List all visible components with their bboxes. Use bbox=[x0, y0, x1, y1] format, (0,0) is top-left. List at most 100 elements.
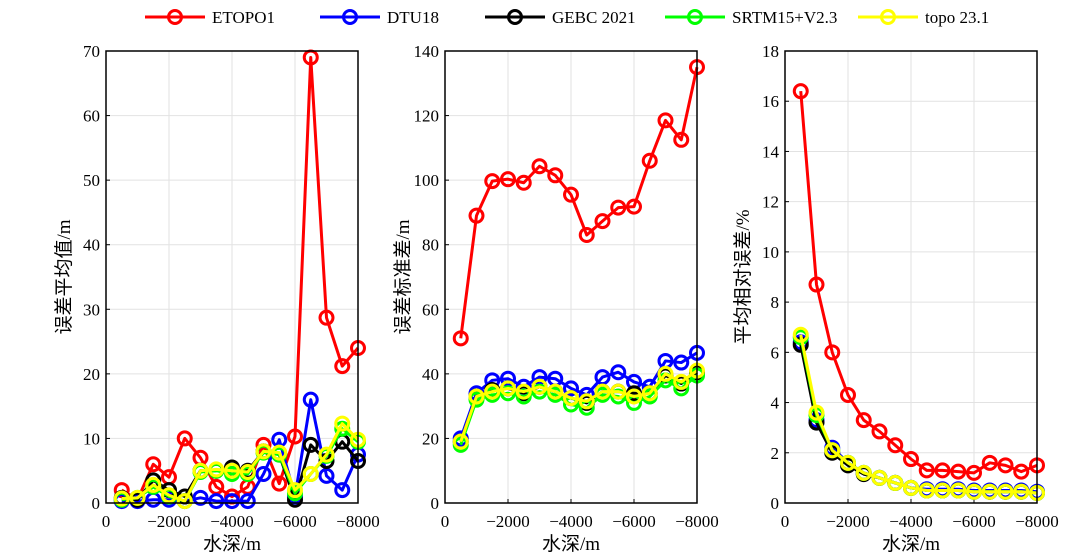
x-axis-label: 水深/m bbox=[542, 533, 600, 555]
y-tick-label: 20 bbox=[83, 365, 100, 384]
x-tick-label: −6000 bbox=[273, 512, 317, 531]
data-point bbox=[515, 383, 532, 400]
data-point bbox=[287, 482, 303, 499]
axes-frame bbox=[784, 50, 1038, 504]
x-axis-label: 水深/m bbox=[882, 533, 940, 555]
y-tick-label: 20 bbox=[422, 429, 439, 448]
data-point bbox=[626, 198, 642, 215]
data-point bbox=[1013, 463, 1030, 480]
data-point bbox=[563, 390, 579, 407]
data-point bbox=[302, 436, 319, 453]
subplot-1: 0 −2000 −4000 −6000 −8000 0 10 20 30 40 50 60 70 水深/m… bbox=[53, 42, 380, 555]
series-line bbox=[120, 55, 360, 502]
data-point bbox=[594, 369, 611, 386]
data-point bbox=[871, 423, 888, 440]
data-point bbox=[792, 83, 809, 100]
y-tick-label: 80 bbox=[422, 236, 439, 255]
y-tick-label: 60 bbox=[83, 107, 100, 126]
data-point bbox=[673, 373, 690, 390]
data-point bbox=[903, 479, 919, 496]
y-tick-label: 40 bbox=[83, 236, 100, 255]
data-point bbox=[641, 152, 658, 169]
data-point bbox=[610, 383, 627, 400]
data-point bbox=[318, 446, 335, 463]
data-point bbox=[997, 483, 1014, 500]
x-tick-label: −6000 bbox=[952, 512, 996, 531]
data-point bbox=[500, 171, 516, 188]
data-point bbox=[113, 482, 130, 499]
data-point bbox=[224, 493, 240, 510]
data-point bbox=[192, 462, 209, 479]
x-tick-label: 0 bbox=[781, 512, 790, 531]
data-point bbox=[452, 433, 469, 450]
data-point bbox=[334, 482, 351, 499]
series-etopo1 bbox=[792, 83, 1045, 481]
data-point bbox=[515, 388, 532, 405]
data-point bbox=[626, 373, 642, 390]
legend-label: topo 23.1 bbox=[925, 8, 989, 27]
data-point bbox=[484, 173, 501, 190]
legend-marker bbox=[167, 9, 183, 25]
x-tick-label: −4000 bbox=[549, 512, 593, 531]
data-point bbox=[966, 483, 982, 500]
legend-label: DTU18 bbox=[387, 8, 439, 27]
data-point bbox=[484, 383, 501, 400]
series-line bbox=[459, 369, 698, 443]
data-point bbox=[176, 430, 193, 447]
data-point bbox=[113, 490, 130, 507]
y-tick-label: 30 bbox=[83, 300, 100, 319]
data-point bbox=[302, 465, 319, 482]
x-tick-label: −8000 bbox=[1015, 512, 1059, 531]
y-tick-label: 6 bbox=[771, 343, 780, 362]
legend-label: ETOPO1 bbox=[212, 8, 275, 27]
series-topo-23-1 bbox=[452, 362, 705, 450]
data-point bbox=[334, 358, 351, 375]
data-point bbox=[531, 378, 548, 395]
data-point bbox=[255, 443, 272, 460]
series-topo-23-1 bbox=[792, 326, 1045, 501]
legend-entry: GEBC 2021 bbox=[485, 8, 636, 27]
data-point bbox=[808, 276, 825, 293]
data-point bbox=[500, 380, 516, 397]
data-point bbox=[918, 462, 935, 479]
x-tick-label: −2000 bbox=[826, 512, 870, 531]
y-tick-label: 40 bbox=[422, 365, 439, 384]
data-point bbox=[871, 469, 888, 486]
data-point bbox=[824, 442, 841, 459]
data-point bbox=[855, 412, 872, 429]
data-point bbox=[208, 461, 225, 478]
y-tick-label: 0 bbox=[771, 494, 780, 513]
data-point bbox=[271, 444, 288, 461]
data-point bbox=[287, 428, 303, 445]
data-point bbox=[208, 493, 225, 510]
data-point bbox=[531, 158, 548, 175]
y-tick-label: 4 bbox=[771, 394, 780, 413]
legend-label: GEBC 2021 bbox=[552, 8, 636, 27]
legend-marker bbox=[342, 9, 358, 25]
data-point bbox=[531, 383, 548, 400]
y-tick-label: 120 bbox=[414, 107, 440, 126]
data-point bbox=[903, 451, 919, 468]
y-axis-label: 平均相对误差/% bbox=[732, 209, 754, 344]
y-tick-label: 10 bbox=[83, 429, 100, 448]
data-point bbox=[145, 476, 162, 493]
y-tick-label: 2 bbox=[771, 444, 780, 463]
data-point bbox=[934, 482, 951, 499]
data-point bbox=[887, 474, 904, 491]
data-point bbox=[1013, 483, 1030, 500]
series-topo-23-1 bbox=[113, 415, 366, 510]
y-axis-label: 误差平均值/m bbox=[53, 219, 75, 334]
x-tick-label: −4000 bbox=[210, 512, 254, 531]
data-point bbox=[657, 112, 674, 129]
data-point bbox=[792, 326, 809, 343]
data-point bbox=[966, 464, 982, 481]
x-tick-label: −8000 bbox=[336, 512, 380, 531]
y-tick-label: 60 bbox=[422, 300, 439, 319]
subplot-2: 0 −2000 −4000 −6000 −8000 0 20 40 60 80 100 120 140 水… bbox=[392, 42, 719, 555]
data-point bbox=[578, 227, 595, 244]
data-point bbox=[824, 344, 841, 361]
legend-entry: SRTM15+V2.3 bbox=[665, 8, 837, 27]
x-tick-label: −6000 bbox=[612, 512, 656, 531]
data-point bbox=[808, 404, 825, 421]
